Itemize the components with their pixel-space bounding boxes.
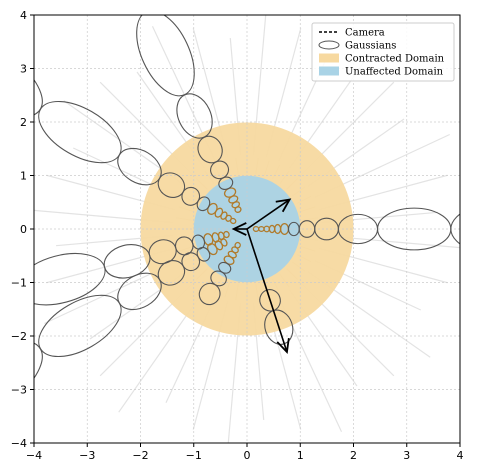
gaussian-ellipse: [38, 294, 122, 358]
y-tick-label: −4: [11, 437, 27, 450]
y-tick-label: −1: [11, 277, 27, 290]
legend-label: Contracted Domain: [345, 54, 445, 65]
legend-patch: [319, 66, 339, 76]
camera-arrow-head: [275, 198, 292, 213]
x-tick-label: −1: [186, 449, 202, 462]
axis-ticks: −4 −3 −2 −1 0 1 2 3 4 −4 −3 −2 −1 0 1 2 3 4: [11, 9, 464, 462]
y-tick-label: 1: [20, 170, 27, 183]
cameras-group: [231, 198, 292, 355]
y-tick-label: −3: [11, 384, 27, 397]
legend-label: Gaussians: [345, 41, 396, 52]
y-tick-label: 4: [20, 9, 27, 22]
x-tick-label: 4: [457, 449, 464, 462]
y-tick-label: 0: [20, 223, 27, 236]
y-tick-label: 3: [20, 63, 27, 76]
x-tick-label: 3: [403, 449, 410, 462]
x-tick-label: 2: [350, 449, 357, 462]
camera-arrow-head: [231, 222, 247, 236]
gaussian-ellipse: [450, 213, 460, 245]
x-tick-label: −4: [26, 449, 42, 462]
camera-arrow-head: [276, 338, 290, 355]
x-tick-label: 1: [297, 449, 304, 462]
camera-arrow-shaft: [246, 198, 291, 230]
legend-patch: [319, 53, 339, 63]
legend: Camera Gaussians Contracted Domain Unaffect…: [311, 22, 455, 82]
gaussian-ellipse: [198, 282, 221, 306]
x-tick-label: −3: [79, 449, 95, 462]
gaussian-ellipse: [34, 252, 106, 306]
camera-arrow-shaft: [246, 228, 288, 353]
x-tick-label: 0: [244, 449, 251, 462]
legend-label: Unaffected Domain: [345, 67, 444, 78]
gaussian-ellipse: [38, 100, 122, 164]
legend-gaussian-marker: [318, 40, 340, 50]
gaussian-ellipse: [34, 15, 43, 119]
x-tick-label: −2: [132, 449, 148, 462]
y-tick-label: −2: [11, 330, 27, 343]
legend-label: Camera: [345, 28, 385, 39]
gaussian-ellipse: [136, 15, 195, 97]
gaussian-ellipse: [34, 339, 43, 443]
gaussian-ellipse: [18, 0, 181, 27]
y-tick-label: 2: [20, 116, 27, 129]
legend-box: [311, 22, 455, 82]
